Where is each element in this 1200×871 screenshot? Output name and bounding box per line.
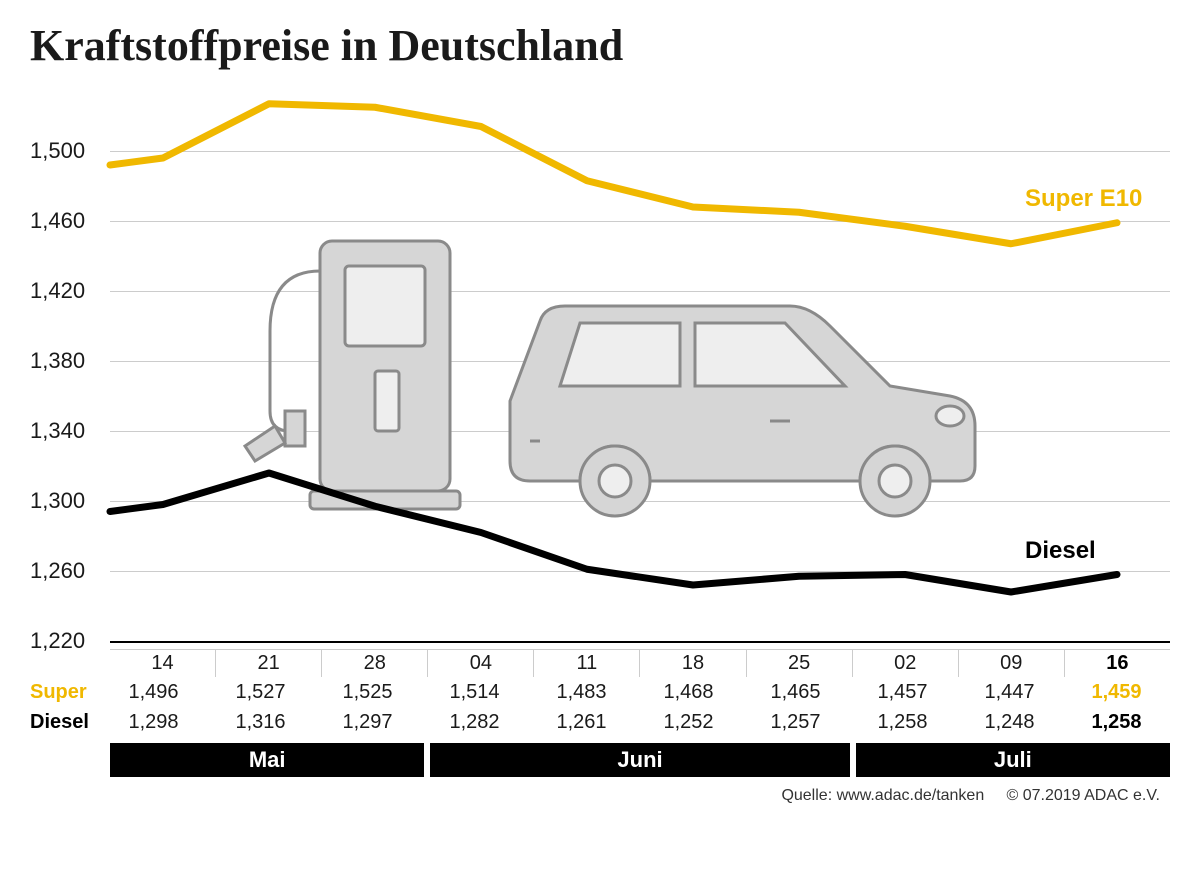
date-cell: 25 — [746, 650, 852, 677]
month-segment: Juni — [430, 743, 849, 777]
diesel-row: Diesel 1,2981,3161,2971,2821,2611,2521,2… — [110, 707, 1170, 737]
y-axis-label: 1,300 — [30, 488, 100, 514]
super-value-cell: 1,514 — [421, 681, 528, 704]
date-cell: 14 — [110, 650, 215, 677]
chart-area: 1,2201,2601,3001,3401,3801,4201,4601,500 — [30, 81, 1170, 641]
series-line — [110, 473, 1117, 592]
super-value-cell: 1,483 — [528, 681, 635, 704]
date-row: 14212804111825020916 — [110, 649, 1170, 677]
month-segment: Juli — [856, 743, 1170, 777]
y-axis-label: 1,500 — [30, 138, 100, 164]
super-value-cell: 1,465 — [742, 681, 849, 704]
diesel-value-cell: 1,261 — [528, 711, 635, 734]
date-cell: 02 — [852, 650, 958, 677]
diesel-value-cell: 1,316 — [207, 711, 314, 734]
super-value-cell: 1,496 — [100, 681, 207, 704]
super-value-cell: 1,527 — [207, 681, 314, 704]
date-cell: 28 — [321, 650, 427, 677]
diesel-value-cell: 1,298 — [100, 711, 207, 734]
line-chart-svg — [110, 81, 1170, 641]
super-value-cell: 1,459 — [1063, 681, 1170, 704]
date-cell: 04 — [427, 650, 533, 677]
source-text: Quelle: www.adac.de/tanken — [781, 787, 984, 804]
month-bar: MaiJuniJuli — [110, 743, 1170, 777]
y-axis-label: 1,340 — [30, 418, 100, 444]
super-series-label: Super E10 — [1025, 185, 1142, 213]
series-line — [110, 104, 1117, 244]
diesel-value-cell: 1,282 — [421, 711, 528, 734]
diesel-value-cell: 1,248 — [956, 711, 1063, 734]
super-value-cell: 1,525 — [314, 681, 421, 704]
chart-title: Kraftstoffpreise in Deutschland — [30, 20, 1170, 71]
month-segment: Mai — [110, 743, 424, 777]
diesel-value-cell: 1,258 — [849, 711, 956, 734]
diesel-value-cell: 1,252 — [635, 711, 742, 734]
source-copyright: © 07.2019 ADAC e.V. — [1006, 787, 1160, 804]
super-value-cell: 1,447 — [956, 681, 1063, 704]
super-value-cell: 1,457 — [849, 681, 956, 704]
diesel-value-cell: 1,258 — [1063, 711, 1170, 734]
y-axis-label: 1,260 — [30, 558, 100, 584]
data-table: 14212804111825020916 Super 1,4961,5271,5… — [110, 649, 1170, 777]
diesel-value-cell: 1,297 — [314, 711, 421, 734]
date-cell: 21 — [215, 650, 321, 677]
date-cell: 16 — [1064, 650, 1170, 677]
y-axis-label: 1,380 — [30, 348, 100, 374]
y-axis-label: 1,420 — [30, 278, 100, 304]
super-row-label: Super — [30, 681, 100, 704]
plot-region: Super E10 Diesel — [110, 81, 1170, 641]
diesel-series-label: Diesel — [1025, 537, 1096, 565]
date-cell: 09 — [958, 650, 1064, 677]
y-axis-label: 1,460 — [30, 208, 100, 234]
diesel-value-cell: 1,257 — [742, 711, 849, 734]
diesel-row-label: Diesel — [30, 711, 100, 734]
super-value-cell: 1,468 — [635, 681, 742, 704]
date-cell: 11 — [533, 650, 639, 677]
date-cell: 18 — [639, 650, 745, 677]
gridline — [110, 641, 1170, 643]
source-line: Quelle: www.adac.de/tanken © 07.2019 ADA… — [30, 787, 1170, 805]
y-axis-label: 1,220 — [30, 628, 100, 654]
super-row: Super 1,4961,5271,5251,5141,4831,4681,46… — [110, 677, 1170, 707]
